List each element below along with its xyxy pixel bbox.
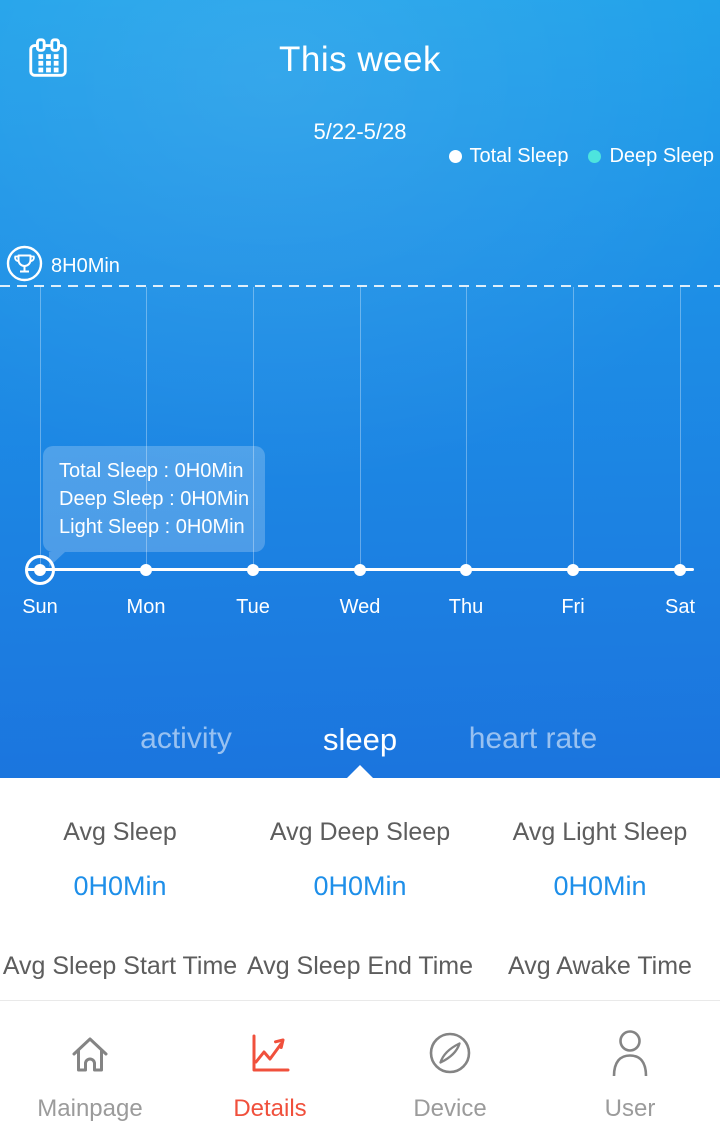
bottom-navbar: Mainpage Details Device — [0, 1000, 720, 1134]
total-sleep-dot-icon — [448, 150, 462, 163]
stat-avg-light-sleep: Avg Light Sleep 0H0Min — [480, 818, 720, 902]
stat-avg-awake-time: Avg Awake Time — [480, 952, 720, 981]
legend-deep-sleep: Deep Sleep — [588, 145, 714, 168]
date-range: 5/22-5/28 — [313, 119, 407, 144]
nav-label: Mainpage — [37, 1095, 143, 1122]
chart-legend: Total Sleep Deep Sleep — [448, 145, 714, 168]
gridline — [466, 287, 467, 568]
goal-marker: 8H0Min — [6, 245, 120, 287]
axis-label-tue: Tue — [236, 596, 270, 618]
stat-value: 0H0Min — [553, 871, 647, 901]
calendar-button[interactable] — [20, 32, 76, 88]
tooltip-light-sleep: Light Sleep : 0H0Min — [59, 516, 245, 538]
axis-label-wed: Wed — [339, 596, 381, 618]
gridline — [253, 287, 254, 568]
data-point-sat[interactable] — [674, 564, 686, 576]
gridline — [40, 287, 41, 568]
axis-label-sun: Sun — [22, 596, 58, 618]
nav-label: Details — [233, 1095, 307, 1122]
tab-sleep[interactable]: sleep — [322, 722, 398, 757]
page-title: This week — [278, 40, 442, 79]
active-tab-indicator — [347, 765, 373, 778]
chart-panel: This week 5/22-5/28 Total Sleep Deep Sle… — [0, 0, 720, 778]
stats-row-2: Avg Sleep Start Time Avg Sleep End Time … — [0, 902, 720, 981]
goal-label: 8H0Min — [51, 254, 120, 277]
legend-deep-label: Deep Sleep — [609, 145, 714, 167]
stat-avg-deep-sleep: Avg Deep Sleep 0H0Min — [240, 818, 480, 902]
nav-label: User — [604, 1095, 656, 1122]
legend-total-sleep: Total Sleep — [448, 145, 569, 168]
stat-avg-sleep: Avg Sleep 0H0Min — [0, 818, 240, 902]
stats-row-1: Avg Sleep 0H0Min Avg Deep Sleep 0H0Min A… — [0, 778, 720, 902]
stat-avg-sleep-start: Avg Sleep Start Time — [0, 952, 240, 981]
data-point-mon[interactable] — [140, 564, 152, 576]
stat-label: Avg Light Sleep — [512, 818, 688, 846]
tab-activity[interactable]: activity — [140, 722, 232, 755]
stat-label: Avg Deep Sleep — [269, 818, 451, 846]
stat-value: 0H0Min — [313, 871, 407, 901]
gridline — [680, 287, 681, 568]
user-icon — [609, 1027, 651, 1079]
nav-device[interactable]: Device — [360, 1001, 540, 1134]
chart-tooltip: Total Sleep : 0H0Min Deep Sleep : 0H0Min… — [43, 446, 266, 567]
nav-label: Device — [413, 1095, 487, 1122]
data-point-tue[interactable] — [247, 564, 259, 576]
tooltip-total-sleep: Total Sleep : 0H0Min — [59, 460, 244, 482]
gridline — [146, 287, 147, 568]
stat-label: Avg Sleep — [63, 818, 177, 846]
selected-day-ring — [25, 555, 55, 585]
stat-label: Avg Sleep End Time — [246, 952, 474, 980]
trophy-icon — [6, 245, 43, 287]
data-point-fri[interactable] — [567, 564, 579, 576]
deep-sleep-dot-icon — [588, 150, 602, 163]
axis-label-fri: Fri — [561, 596, 585, 618]
calendar-icon — [25, 35, 71, 86]
data-point-wed[interactable] — [354, 564, 366, 576]
tab-heart-rate[interactable]: heart rate — [468, 722, 598, 755]
goal-dashed-line — [0, 285, 720, 287]
gridline — [573, 287, 574, 568]
data-point-thu[interactable] — [460, 564, 472, 576]
axis-label-sat: Sat — [664, 596, 696, 618]
stat-label: Avg Sleep Start Time — [2, 952, 238, 980]
tooltip-deep-sleep: Deep Sleep : 0H0Min — [59, 488, 250, 510]
gridline — [360, 287, 361, 568]
chart-icon — [247, 1027, 293, 1079]
nav-user[interactable]: User — [540, 1001, 720, 1134]
home-icon — [65, 1027, 115, 1079]
axis-label-mon: Mon — [126, 596, 166, 618]
legend-total-label: Total Sleep — [469, 145, 569, 167]
axis-label-thu: Thu — [448, 596, 484, 618]
nav-mainpage[interactable]: Mainpage — [0, 1001, 180, 1134]
nav-details[interactable]: Details — [180, 1001, 360, 1134]
stat-value: 0H0Min — [73, 871, 167, 901]
data-point-sun[interactable] — [34, 564, 46, 576]
compass-icon — [426, 1027, 474, 1079]
stat-avg-sleep-end: Avg Sleep End Time — [240, 952, 480, 981]
stat-label: Avg Awake Time — [508, 952, 692, 980]
